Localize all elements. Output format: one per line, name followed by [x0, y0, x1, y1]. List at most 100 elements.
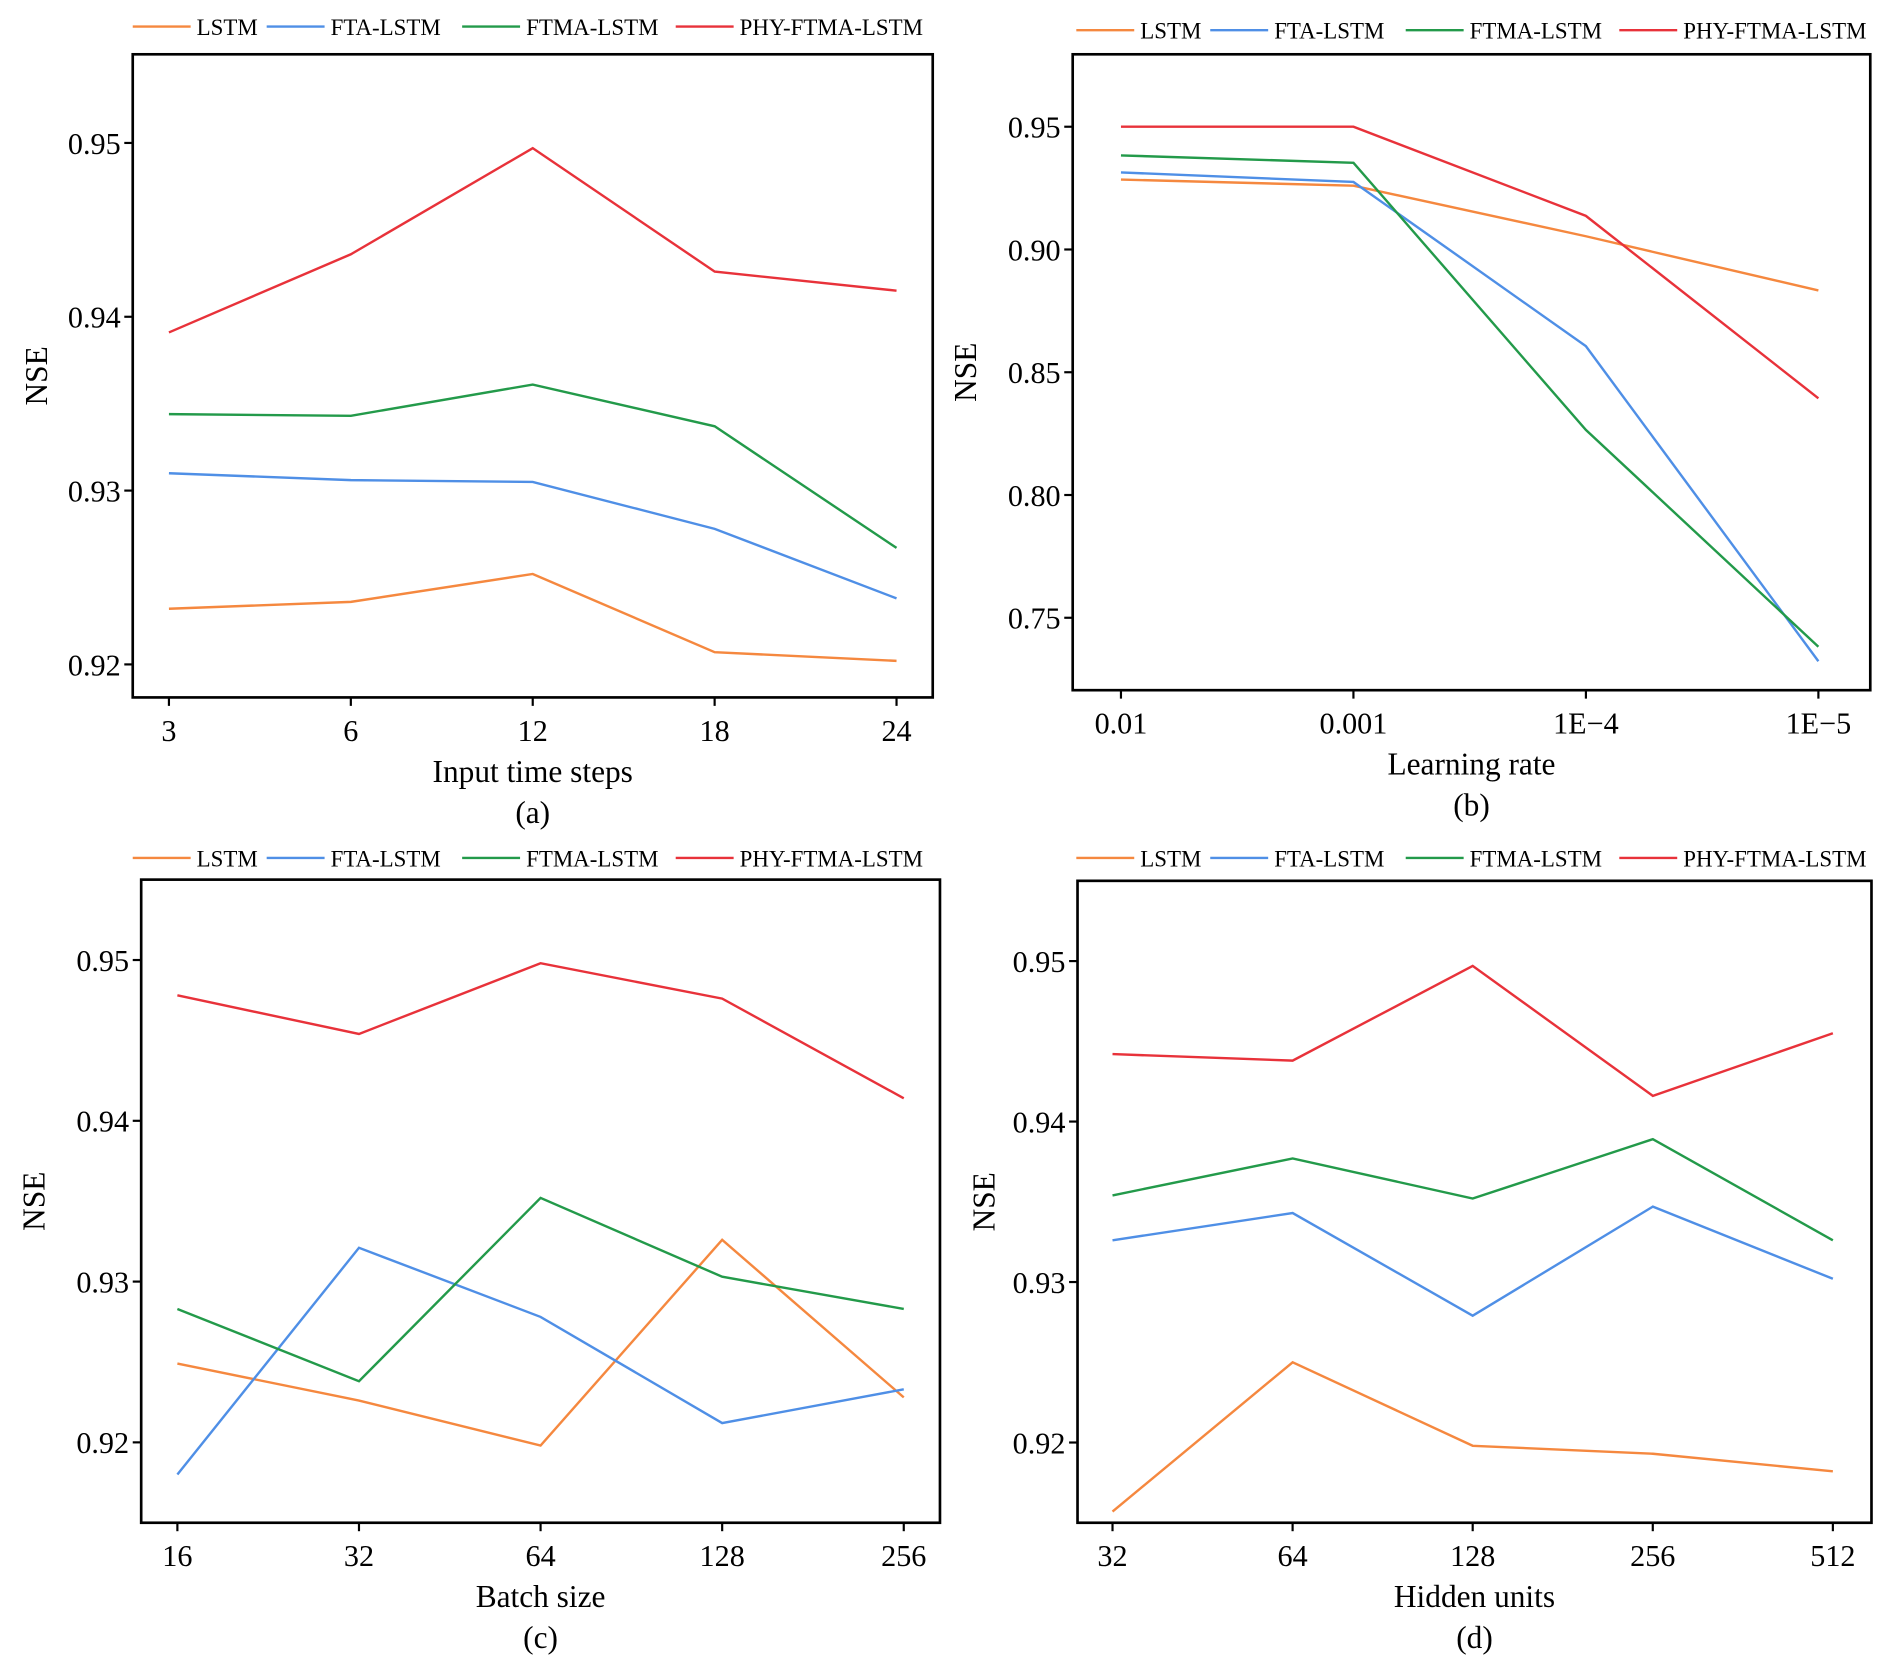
- series-line-ftma-lstm: [1120, 154, 1820, 648]
- legend-label: FTMA-LSTM: [526, 15, 658, 40]
- legend-item-lstm: LSTM: [132, 15, 258, 40]
- legend-label: FTA-LSTM: [1274, 846, 1384, 871]
- legend-label: PHY-FTMA-LSTM: [1683, 846, 1866, 871]
- chart-panel-c: 16 32 64 128 256 0.92 0.93 0.94 0.95 Batch size (c…: [17, 846, 942, 1655]
- y-tick-label: 0.93: [1013, 1266, 1066, 1300]
- legend-item-phy-ftma-lstm: PHY-FTMA-LSTM: [1619, 846, 1867, 871]
- plot-frame: [1071, 52, 1872, 692]
- y-tick-label: 0.93: [68, 474, 121, 508]
- x-axis-label: Learning rate: [1387, 747, 1555, 782]
- legend-item-ftma-lstm: FTMA-LSTM: [1405, 846, 1602, 871]
- x-tick-label: 12: [518, 714, 548, 748]
- x-tick-label: 6: [343, 714, 358, 748]
- x-tick-label: 24: [881, 714, 911, 748]
- series-line-ftma-lstm: [176, 1196, 904, 1383]
- series-line-phy-ftma-lstm: [177, 961, 905, 1100]
- y-axis-label: NSE: [19, 346, 54, 405]
- x-axis-label: Hidden units: [1394, 1579, 1555, 1614]
- chart-panel-b: 0.01 0.001 1E−4 1E−5 0.75 0.80 0.85 0.90 0.95 Lea…: [948, 19, 1872, 823]
- legend-label: FTMA-LSTM: [526, 846, 658, 871]
- plot-frame: [139, 878, 942, 1525]
- y-tick-label: 0.75: [1008, 602, 1061, 636]
- legend-label: LSTM: [197, 846, 258, 871]
- y-tick-label: 0.95: [68, 127, 121, 161]
- legend-label: PHY-FTMA-LSTM: [740, 846, 923, 871]
- chart-panel-a: 3 6 12 18 24 0.92 0.93 0.94 0.95 Input time steps…: [19, 15, 935, 830]
- legend-item-phy-ftma-lstm: PHY-FTMA-LSTM: [1619, 19, 1867, 44]
- x-tick-label: 64: [1278, 1539, 1308, 1573]
- series-line-fta-lstm: [168, 472, 897, 600]
- x-tick-label: 32: [1097, 1539, 1127, 1573]
- series-line-ftma-lstm: [1112, 1137, 1834, 1242]
- y-tick-label: 0.92: [76, 1426, 129, 1460]
- legend-label: LSTM: [1140, 846, 1201, 871]
- x-tick-label: 0.01: [1095, 707, 1148, 741]
- y-tick-label: 0.94: [68, 301, 121, 335]
- x-tick-label: 18: [700, 714, 730, 748]
- legend-label: PHY-FTMA-LSTM: [740, 15, 923, 40]
- x-tick-label: 32: [344, 1539, 374, 1573]
- legend-label: FTA-LSTM: [331, 15, 441, 40]
- legend-item-fta-lstm: FTA-LSTM: [1210, 19, 1384, 44]
- x-tick-label: 3: [161, 714, 176, 748]
- x-tick-label: 64: [525, 1539, 555, 1573]
- x-tick-label: 1E−5: [1786, 707, 1852, 741]
- x-tick-label: 16: [162, 1539, 192, 1573]
- y-tick-label: 0.80: [1008, 479, 1061, 513]
- y-tick-label: 0.92: [1013, 1426, 1066, 1460]
- series-line-fta-lstm: [1120, 171, 1820, 662]
- series-line-lstm: [1111, 1360, 1833, 1513]
- legend-item-fta-lstm: FTA-LSTM: [266, 15, 441, 40]
- legend-item-phy-ftma-lstm: PHY-FTMA-LSTM: [675, 15, 923, 40]
- plot-frame: [1076, 879, 1873, 1525]
- y-tick-label: 0.85: [1008, 356, 1061, 390]
- series-line-phy-ftma-lstm: [168, 146, 897, 334]
- x-tick-label: 1E−4: [1553, 707, 1619, 741]
- legend-item-fta-lstm: FTA-LSTM: [266, 846, 441, 871]
- y-tick-label: 0.94: [1013, 1105, 1066, 1139]
- series-line-ftma-lstm: [168, 383, 898, 549]
- series-line-phy-ftma-lstm: [1112, 964, 1834, 1098]
- y-tick-label: 0.94: [76, 1105, 129, 1139]
- x-tick-label: 128: [1450, 1539, 1495, 1573]
- panel-caption: (d): [1456, 1620, 1493, 1655]
- x-axis-label: Input time steps: [433, 754, 633, 789]
- legend-label: LSTM: [1140, 19, 1201, 44]
- x-tick-label: 256: [1630, 1539, 1675, 1573]
- x-tick-label: 0.001: [1320, 707, 1388, 741]
- x-tick-label: 128: [700, 1539, 745, 1573]
- legend-label: LSTM: [197, 15, 258, 40]
- legend-item-phy-ftma-lstm: PHY-FTMA-LSTM: [675, 846, 923, 871]
- series-line-lstm: [168, 572, 897, 663]
- plot-frame: [131, 52, 935, 699]
- y-tick-label: 0.90: [1008, 233, 1061, 267]
- x-tick-label: 256: [881, 1539, 926, 1573]
- legend-item-lstm: LSTM: [132, 846, 258, 871]
- series-line-phy-ftma-lstm: [1120, 125, 1820, 400]
- legend-label: FTMA-LSTM: [1470, 19, 1602, 44]
- series-line-lstm: [1120, 178, 1819, 292]
- legend-item-lstm: LSTM: [1076, 19, 1201, 44]
- y-axis-label: NSE: [966, 1172, 1001, 1231]
- panel-caption: (b): [1453, 788, 1490, 823]
- y-tick-label: 0.95: [1013, 945, 1066, 979]
- panel-caption: (c): [523, 1620, 558, 1655]
- y-axis-label: NSE: [17, 1172, 52, 1231]
- y-tick-label: 0.92: [68, 648, 121, 682]
- x-tick-label: 512: [1810, 1539, 1855, 1573]
- series-line-fta-lstm: [176, 1246, 904, 1476]
- legend-label: FTA-LSTM: [331, 846, 441, 871]
- y-axis-label: NSE: [948, 343, 983, 402]
- legend-item-lstm: LSTM: [1076, 846, 1201, 871]
- chart-panel-d: 32 64 128 256 512 0.92 0.93 0.94 0.95 Hidden unit…: [966, 846, 1873, 1655]
- legend-item-fta-lstm: FTA-LSTM: [1210, 846, 1384, 871]
- legend-label: FTMA-LSTM: [1470, 846, 1602, 871]
- legend-item-ftma-lstm: FTMA-LSTM: [462, 846, 658, 871]
- legend-item-ftma-lstm: FTMA-LSTM: [462, 15, 658, 40]
- series-line-lstm: [177, 1238, 905, 1447]
- y-tick-label: 0.93: [76, 1265, 129, 1299]
- legend-label: FTA-LSTM: [1274, 19, 1384, 44]
- panel-caption: (a): [515, 795, 550, 830]
- y-tick-label: 0.95: [1008, 111, 1061, 145]
